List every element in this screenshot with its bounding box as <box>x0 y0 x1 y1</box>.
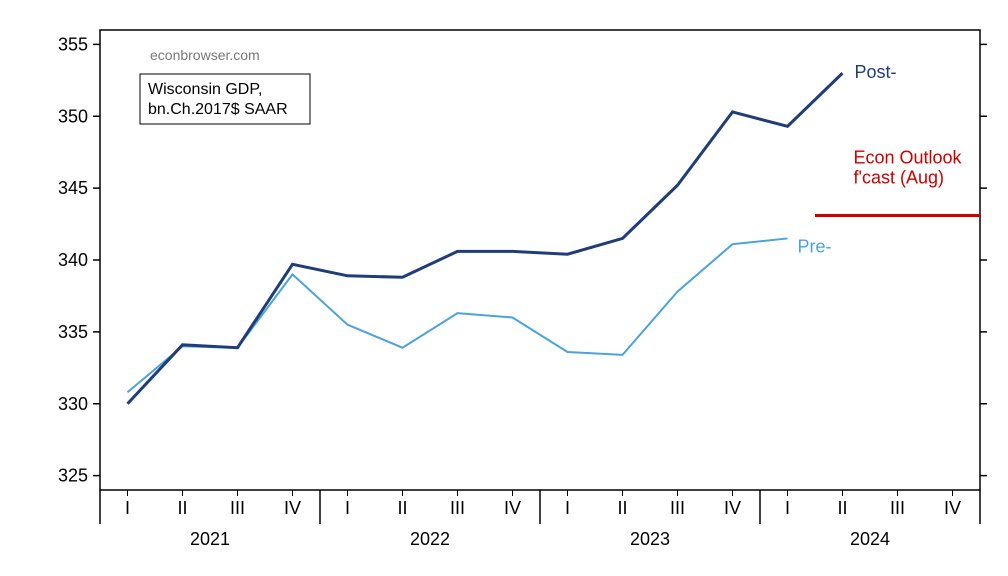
y-tick-label: 350 <box>58 106 88 126</box>
chart-container: 325330335340345350355IIIIIIIVIIIIIIIVIII… <box>0 0 1008 576</box>
x-label-quarter: IV <box>504 498 521 518</box>
title-line: Wisconsin GDP, <box>148 81 262 98</box>
label-forecast: f'cast (Aug) <box>854 168 944 188</box>
x-label-quarter: III <box>670 498 685 518</box>
x-label-quarter: II <box>837 498 847 518</box>
y-tick-label: 355 <box>58 34 88 54</box>
source-text: econbrowser.com <box>150 47 260 63</box>
x-label-quarter: IV <box>724 498 741 518</box>
x-label-quarter: II <box>177 498 187 518</box>
x-label-quarter: IV <box>944 498 961 518</box>
y-tick-label: 325 <box>58 466 88 486</box>
x-label-quarter: I <box>565 498 570 518</box>
x-label-quarter: III <box>450 498 465 518</box>
y-tick-label: 345 <box>58 178 88 198</box>
y-tick-label: 330 <box>58 394 88 414</box>
x-label-quarter: I <box>345 498 350 518</box>
x-label-quarter: III <box>230 498 245 518</box>
y-tick-label: 335 <box>58 322 88 342</box>
x-label-year: 2022 <box>410 529 450 549</box>
x-label-year: 2023 <box>630 529 670 549</box>
chart-svg: 325330335340345350355IIIIIIIVIIIIIIIVIII… <box>0 0 1008 576</box>
x-label-quarter: II <box>617 498 627 518</box>
x-label-quarter: I <box>125 498 130 518</box>
y-tick-label: 340 <box>58 250 88 270</box>
x-label-quarter: IV <box>284 498 301 518</box>
label-forecast: Econ Outlook <box>854 148 963 168</box>
series-pre <box>128 238 788 392</box>
title-line: bn.Ch.2017$ SAAR <box>148 101 288 118</box>
x-label-year: 2024 <box>850 529 890 549</box>
x-label-quarter: II <box>397 498 407 518</box>
x-label-year: 2021 <box>190 529 230 549</box>
label-pre: Pre- <box>798 236 832 256</box>
x-label-quarter: I <box>785 498 790 518</box>
x-label-quarter: III <box>890 498 905 518</box>
label-post: Post- <box>855 62 897 82</box>
